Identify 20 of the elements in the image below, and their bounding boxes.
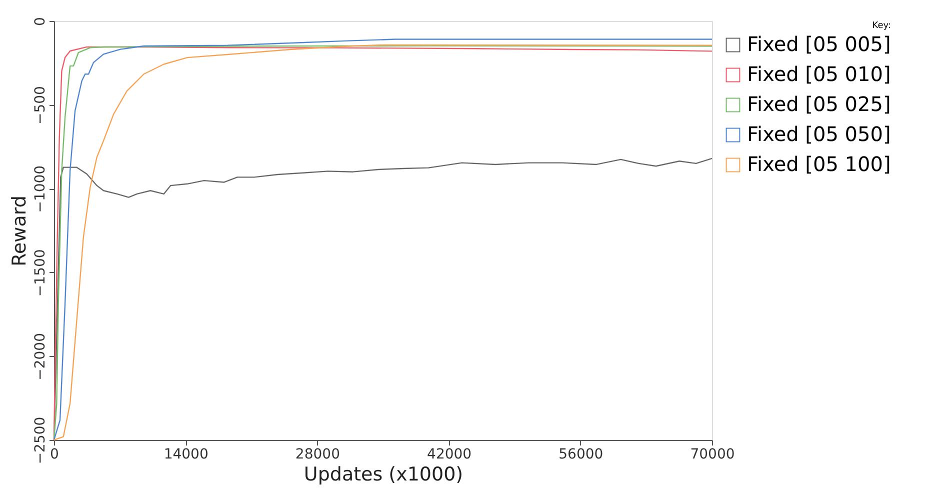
x-tick-label: 42000 [427, 446, 472, 462]
x-tick-label: 14000 [164, 446, 208, 462]
legend-label: Fixed [05 010] [747, 62, 891, 86]
x-tick-label: 0 [50, 446, 59, 462]
y-tick-label: −1500 [32, 249, 48, 297]
y-tick-label: −1000 [32, 165, 48, 213]
x-tick-label: 70000 [690, 446, 735, 462]
legend-label: Fixed [05 100] [747, 152, 891, 176]
legend-title: Key: [872, 21, 891, 31]
y-axis-title: Reward [8, 196, 30, 266]
legend-label: Fixed [05 025] [747, 92, 891, 116]
y-tick-label: 0 [32, 17, 48, 26]
legend-label: Fixed [05 050] [747, 122, 891, 146]
y-tick-label: −2000 [32, 333, 48, 380]
x-tick-label: 28000 [295, 446, 340, 462]
y-tick-label: −500 [32, 86, 48, 125]
x-tick-label: 56000 [558, 446, 604, 462]
x-axis-title: Updates (x1000) [304, 464, 464, 486]
legend-label: Fixed [05 005] [747, 32, 891, 56]
y-tick-label: −2500 [32, 416, 48, 464]
